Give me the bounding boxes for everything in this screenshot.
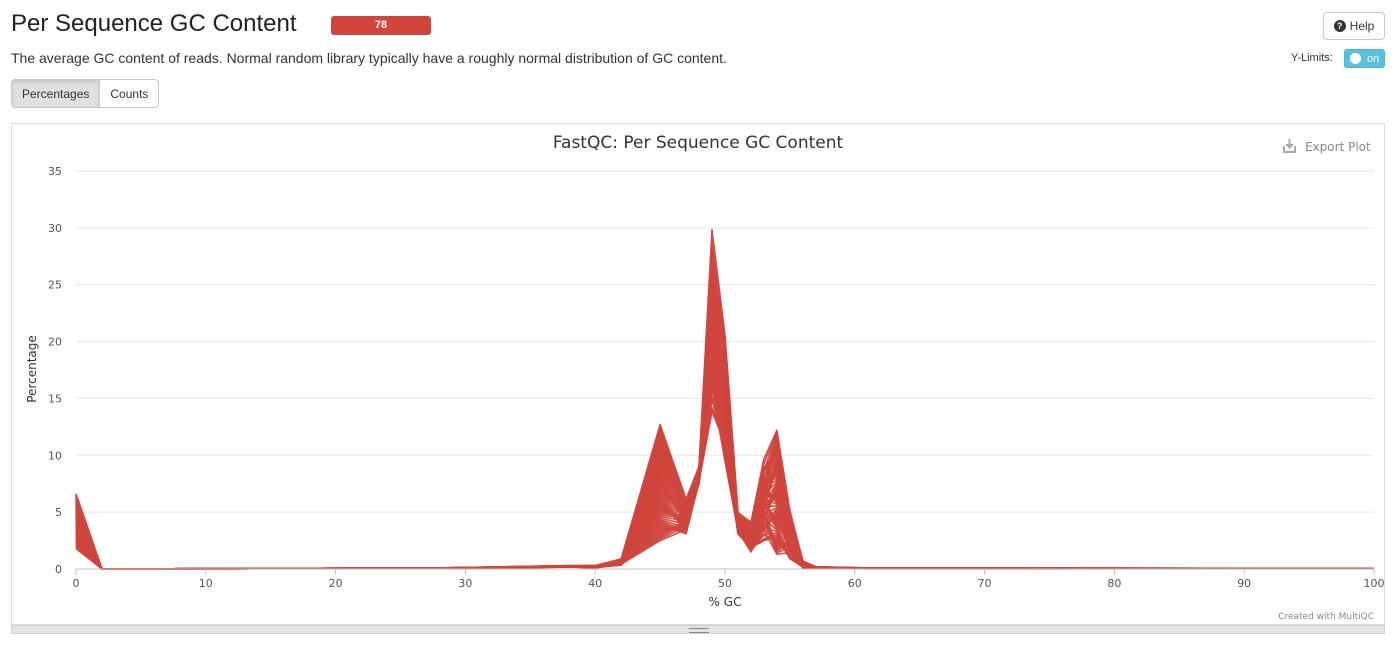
series-group [75, 228, 1375, 570]
x-tick-label: 10 [199, 577, 213, 590]
section-description: The average GC content of reads. Normal … [11, 50, 727, 66]
page-title: Per Sequence GC Content [11, 10, 297, 37]
y-tick-label: 35 [48, 165, 62, 178]
y-tick-label: 25 [48, 279, 62, 292]
help-label: Help [1349, 19, 1375, 33]
x-tick-label: 50 [718, 577, 732, 590]
x-tick-label: 60 [848, 577, 862, 590]
gc-content-chart: 0 5 10 15 20 25 30 35 0 10 20 30 40 50 60 70 80 90 100 Fas… [25, 133, 1385, 622]
x-tick-label: 40 [588, 577, 602, 590]
x-tick-label: 30 [458, 577, 472, 590]
x-tick-label: 90 [1237, 577, 1251, 590]
plot-resize-handle[interactable] [11, 625, 1385, 634]
sample-count-badge: 78 [331, 16, 431, 35]
y-tick-label: 0 [55, 563, 62, 576]
download-icon [1283, 139, 1296, 153]
series-line [75, 228, 1375, 570]
tab-counts[interactable]: Counts [100, 79, 160, 108]
y-tick-label: 10 [48, 449, 62, 462]
plot-container: 0 5 10 15 20 25 30 35 0 10 20 30 40 50 60 70 80 90 100 Fas… [11, 123, 1385, 625]
x-tick-label: 100 [1364, 577, 1385, 590]
y-tick-label: 5 [55, 506, 62, 519]
data-view-tabs: Percentages Counts [11, 79, 160, 108]
question-circle-icon: ? [1333, 20, 1346, 32]
export-plot-label: Export Plot [1305, 140, 1371, 154]
y-tick-label: 20 [48, 336, 62, 349]
tab-percentages[interactable]: Percentages [11, 79, 101, 108]
y-limits-label: Y-Limits: [1291, 52, 1333, 64]
y-limits-toggle[interactable]: on [1344, 49, 1385, 68]
chart-title: FastQC: Per Sequence GC Content [553, 133, 844, 153]
axes: 0 5 10 15 20 25 30 35 0 10 20 30 40 50 60 70 80 90 100 [48, 165, 1385, 590]
export-plot-button[interactable]: Export Plot [1283, 139, 1371, 154]
y-limits-toggle-label: on [1367, 52, 1380, 65]
help-button[interactable]: ? Help [1323, 12, 1385, 40]
multiqc-credit: Created with MultiQC [1278, 612, 1374, 622]
x-tick-label: 20 [329, 577, 343, 590]
y-axis-label: Percentage [25, 335, 39, 403]
y-tick-label: 30 [48, 222, 62, 235]
x-axis-label: % GC [709, 595, 742, 609]
x-tick-label: 70 [978, 577, 992, 590]
toggle-knob-icon [1350, 53, 1361, 64]
x-tick-label: 80 [1107, 577, 1121, 590]
y-tick-label: 15 [48, 392, 62, 405]
grip-icon [689, 628, 709, 633]
x-tick-label: 0 [73, 577, 80, 590]
